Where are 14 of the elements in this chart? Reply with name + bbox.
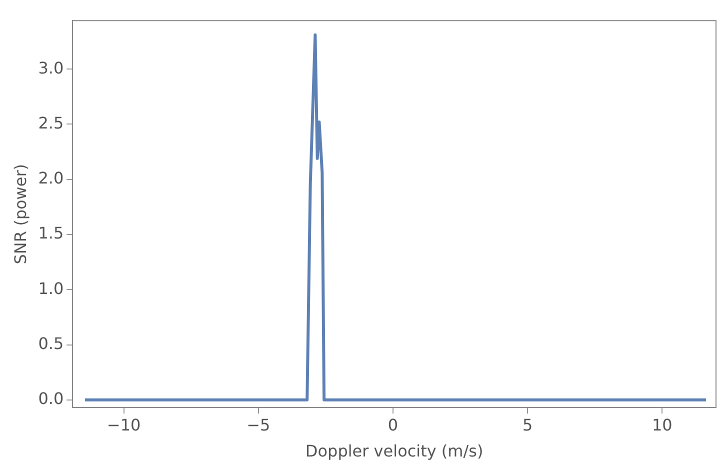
x-tick-label: −5 <box>246 415 270 434</box>
y-tick-label: 2.5 <box>38 113 64 132</box>
y-tick-label: 2.0 <box>38 168 64 188</box>
x-axis-title: Doppler velocity (m/s) <box>305 442 484 461</box>
y-tick-label: 1.0 <box>38 278 64 298</box>
x-tick-label: −10 <box>106 415 141 434</box>
x-tick-label: 0 <box>388 415 398 434</box>
x-tick-label: 10 <box>652 415 672 434</box>
x-tick-label: 5 <box>522 415 533 434</box>
y-tick-label: 0.5 <box>38 334 64 353</box>
y-axis-title: SNR (power) <box>10 164 30 264</box>
y-tick-label: 1.5 <box>38 224 64 243</box>
y-tick-label: 0.0 <box>38 389 64 408</box>
y-tick-label: 3.0 <box>38 58 64 78</box>
